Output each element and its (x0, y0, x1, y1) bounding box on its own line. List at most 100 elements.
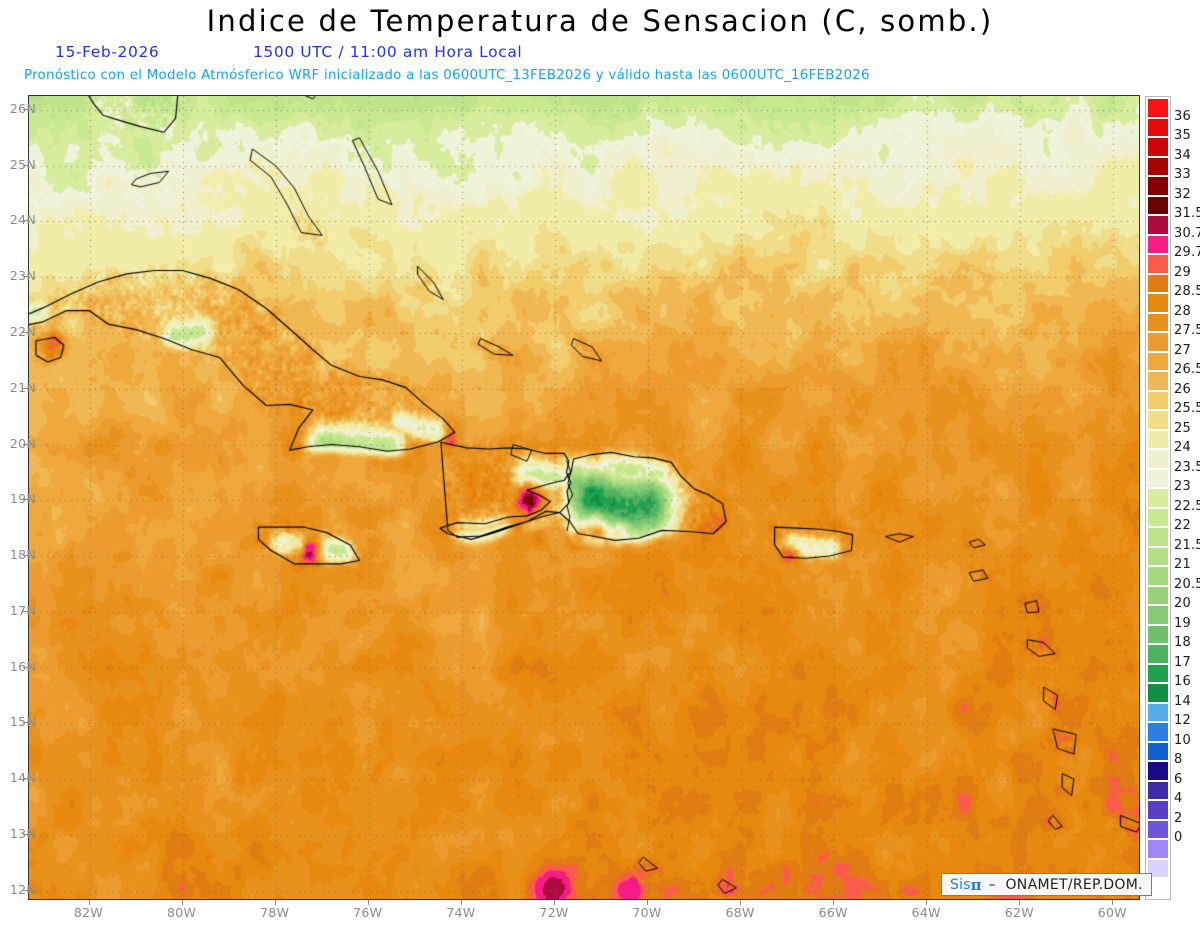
lat-tick (23, 722, 28, 724)
colorbar-tick-label: 10 (1174, 732, 1191, 748)
colorbar-swatch[interactable] (1147, 195, 1169, 216)
colorbar-swatch[interactable] (1147, 858, 1169, 879)
colorbar-tick-label: 29 (1174, 264, 1191, 280)
lat-label: 16N (9, 658, 36, 674)
lon-tick (181, 900, 183, 905)
lon-tick (740, 900, 742, 905)
lon-label: 68W (725, 905, 755, 920)
temperature-heatmap (29, 96, 1139, 899)
colorbar-swatch[interactable] (1147, 527, 1169, 547)
colorbar-tick-label: 21 (1174, 557, 1191, 573)
lon-tick (1112, 900, 1114, 905)
lat-tick (23, 331, 28, 333)
colorbar-swatch[interactable] (1147, 371, 1169, 391)
colorbar-tick-label: 18 (1174, 635, 1191, 651)
colorbar-tick-label: 6 (1174, 771, 1183, 787)
lon-tick (553, 900, 555, 905)
colorbar-swatch[interactable] (1147, 800, 1169, 820)
colorbar-tick-label: 2 (1174, 810, 1183, 826)
colorbar-swatch[interactable] (1147, 156, 1169, 177)
colorbar-swatch[interactable] (1147, 722, 1169, 742)
colorbar-swatch[interactable] (1147, 624, 1169, 645)
map-panel[interactable] (28, 95, 1140, 900)
colorbar-swatch[interactable] (1147, 293, 1169, 313)
lat-tick (23, 666, 28, 668)
colorbar-swatch[interactable] (1147, 410, 1169, 430)
colorbar-tick-label: 31.5 (1174, 206, 1200, 222)
lat-label: 18N (9, 547, 36, 563)
lon-label: 62W (1004, 905, 1034, 920)
colorbar-swatch[interactable] (1147, 683, 1169, 703)
colorbar-swatch[interactable] (1147, 761, 1169, 781)
colorbar-swatch[interactable] (1147, 644, 1169, 664)
colorbar-swatch[interactable] (1147, 741, 1169, 762)
lat-label: 24N (9, 212, 36, 228)
colorbar-swatch[interactable] (1147, 234, 1169, 255)
colorbar-swatch[interactable] (1147, 117, 1169, 137)
colorbar-tick-label: 27.5 (1174, 323, 1200, 339)
colorbar[interactable] (1147, 98, 1169, 898)
colorbar-swatch[interactable] (1147, 605, 1169, 625)
colorbar-tick-label: 28 (1174, 303, 1191, 319)
colorbar-tick-label: 22.5 (1174, 498, 1200, 514)
colorbar-swatch[interactable] (1147, 663, 1169, 684)
colorbar-tick-label: 25 (1174, 420, 1191, 436)
colorbar-swatch[interactable] (1147, 488, 1169, 508)
lat-tick (23, 833, 28, 835)
colorbar-tick-label: 20.5 (1174, 576, 1200, 592)
colorbar-swatch[interactable] (1147, 449, 1169, 469)
lon-tick (367, 900, 369, 905)
colorbar-swatch[interactable] (1147, 566, 1169, 586)
colorbar-tick-label: 4 (1174, 791, 1183, 807)
lat-tick (23, 387, 28, 389)
colorbar-tick-label: 0 (1174, 830, 1183, 846)
colorbar-swatch[interactable] (1147, 98, 1169, 118)
lat-tick (23, 499, 28, 501)
colorbar-tick-label: 16 (1174, 674, 1191, 690)
colorbar-swatch[interactable] (1147, 780, 1169, 801)
colorbar-tick-label: 25.5 (1174, 401, 1200, 417)
colorbar-tick-label: 28.5 (1174, 284, 1200, 300)
colorbar-swatch[interactable] (1147, 176, 1169, 196)
colorbar-frame (1145, 96, 1171, 900)
lon-label: 74W (446, 905, 476, 920)
lon-label: 82W (73, 905, 104, 920)
page-title: Indice de Temperatura de Sensacion (C, s… (206, 4, 994, 38)
lat-label: 26N (9, 100, 36, 116)
colorbar-swatch[interactable] (1147, 332, 1169, 352)
colorbar-swatch[interactable] (1147, 273, 1169, 294)
colorbar-swatch[interactable] (1147, 137, 1169, 157)
colorbar-tick-label: 33 (1174, 167, 1191, 183)
lat-tick (23, 889, 28, 891)
colorbar-swatch[interactable] (1147, 254, 1169, 274)
lon-label: 78W (260, 905, 290, 920)
lon-label: 72W (539, 905, 569, 920)
colorbar-swatch[interactable] (1147, 585, 1169, 606)
colorbar-tick-label: 32 (1174, 186, 1191, 202)
colorbar-swatch[interactable] (1147, 351, 1169, 372)
lat-label: 22N (9, 323, 36, 339)
colorbar-tick-label: 12 (1174, 713, 1191, 729)
colorbar-swatch[interactable] (1147, 839, 1169, 859)
colorbar-swatch[interactable] (1147, 312, 1169, 333)
lon-tick (1019, 900, 1021, 905)
colorbar-swatch[interactable] (1147, 702, 1169, 723)
colorbar-swatch[interactable] (1147, 390, 1169, 411)
lon-label: 76W (353, 905, 383, 920)
colorbar-tick-label: 23 (1174, 479, 1191, 495)
colorbar-swatch[interactable] (1147, 215, 1169, 235)
sis-label: Sis (950, 876, 971, 893)
lon-tick (646, 900, 648, 905)
lon-tick (460, 900, 462, 905)
colorbar-swatch[interactable] (1147, 546, 1169, 567)
lat-label: 17N (9, 602, 36, 618)
lon-tick (88, 900, 90, 905)
colorbar-tick-label: 30.7 (1174, 225, 1200, 241)
colorbar-swatch[interactable] (1147, 819, 1169, 840)
colorbar-swatch[interactable] (1147, 468, 1169, 489)
forecast-date: 15-Feb-2026 (55, 43, 160, 61)
model-description: Pronóstico con el Modelo Atmósferico WRF… (24, 68, 870, 83)
colorbar-swatch[interactable] (1147, 429, 1169, 450)
colorbar-swatch[interactable] (1147, 507, 1169, 528)
